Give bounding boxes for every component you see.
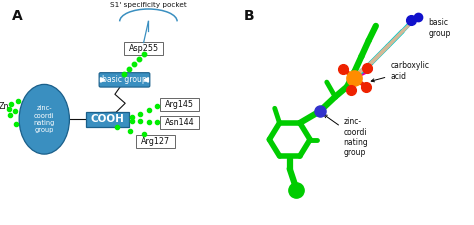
Text: basic
group: basic group xyxy=(428,18,451,38)
Text: B: B xyxy=(244,9,255,23)
FancyBboxPatch shape xyxy=(86,112,129,127)
FancyBboxPatch shape xyxy=(124,42,163,55)
Text: basic group: basic group xyxy=(102,75,147,84)
Text: S1' specificity pocket: S1' specificity pocket xyxy=(110,2,187,8)
Text: Asn144: Asn144 xyxy=(165,118,194,127)
FancyBboxPatch shape xyxy=(160,98,199,111)
Text: Arg127: Arg127 xyxy=(141,137,170,146)
Text: A: A xyxy=(12,9,23,23)
Text: Zn: Zn xyxy=(0,102,9,111)
Polygon shape xyxy=(144,78,148,82)
Text: Arg145: Arg145 xyxy=(165,100,194,109)
FancyBboxPatch shape xyxy=(160,116,199,129)
FancyBboxPatch shape xyxy=(99,73,150,87)
Text: zinc-
coordi
nating
group: zinc- coordi nating group xyxy=(34,105,55,133)
Text: Asp255: Asp255 xyxy=(128,44,159,53)
FancyBboxPatch shape xyxy=(136,135,175,148)
Ellipse shape xyxy=(19,84,69,154)
Text: COOH: COOH xyxy=(91,114,125,124)
Text: zinc-
coordi
nating
group: zinc- coordi nating group xyxy=(324,115,368,157)
Text: carboxylic
acid: carboxylic acid xyxy=(371,61,429,82)
Polygon shape xyxy=(100,78,105,82)
